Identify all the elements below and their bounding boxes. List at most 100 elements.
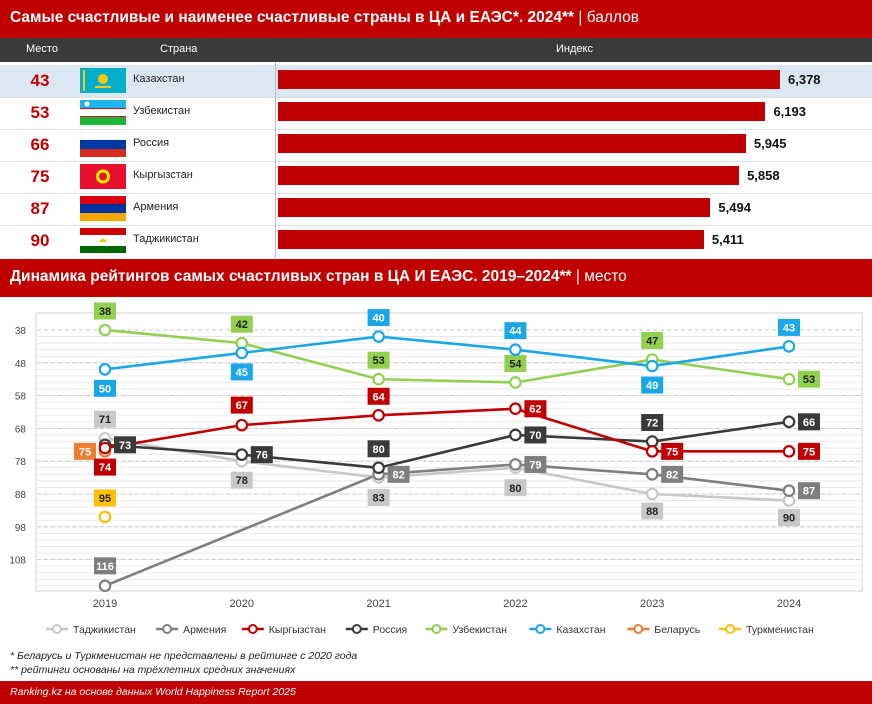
- index-bar: [278, 134, 746, 153]
- data-label: 90: [783, 513, 795, 525]
- row-rank: 87: [30, 199, 50, 218]
- data-point: [645, 445, 659, 458]
- data-point: [509, 428, 522, 442]
- footer-source: Ranking.kz на основе данных World Happin…: [10, 686, 296, 698]
- legend-entry: Россия: [373, 624, 407, 636]
- data-point: [645, 359, 659, 373]
- series-line: [104, 436, 790, 502]
- table-divider: [275, 62, 276, 258]
- data-label-box: [661, 465, 684, 483]
- data-label: 66: [803, 417, 815, 429]
- row-rank: 75: [30, 167, 50, 186]
- data-label: 88: [646, 506, 658, 518]
- data-label-box: [94, 489, 116, 507]
- legend-marker: [633, 624, 644, 634]
- data-point: [372, 461, 385, 475]
- data-label: 80: [372, 444, 384, 456]
- tj-flag-icon: [80, 228, 126, 253]
- x-tick-label: 2022: [503, 598, 527, 610]
- chart-title-main: Динамика рейтингов самых счастливых стра…: [10, 268, 572, 285]
- legend-marker: [535, 624, 546, 634]
- y-tick-label: 48: [15, 359, 27, 370]
- data-point: [235, 418, 249, 432]
- data-label-box: [74, 442, 96, 460]
- ru-flag-icon: [80, 132, 126, 157]
- data-point: [509, 458, 522, 471]
- data-label-box: [230, 396, 253, 414]
- table-row: 75 Кыргызстан 5,858: [0, 161, 872, 193]
- legend-entry: Туркменистан: [746, 624, 814, 636]
- data-label-box: [504, 354, 527, 372]
- data-label: 50: [99, 383, 111, 395]
- data-label: 72: [646, 418, 658, 430]
- data-label-box: [524, 400, 547, 418]
- index-value: 5,945: [753, 136, 787, 151]
- data-label: 53: [372, 355, 384, 367]
- row-country: Таджикистан: [133, 233, 199, 245]
- data-point: [782, 340, 796, 353]
- top-title-bar: Самые счастливые и наименее счастливые с…: [0, 0, 872, 38]
- y-tick-label: 88: [15, 490, 27, 501]
- data-label: 82: [392, 469, 404, 481]
- data-label: 75: [803, 446, 815, 458]
- row-separator: [0, 225, 872, 226]
- index-bar: [278, 230, 704, 249]
- data-label: 87: [803, 486, 815, 498]
- data-label-box: [661, 442, 684, 460]
- data-label-box: [94, 458, 116, 476]
- legend-entry: Кыргызстан: [269, 624, 326, 636]
- data-label-box: [641, 332, 664, 350]
- data-label-box: [94, 379, 116, 397]
- row-separator: [0, 161, 872, 162]
- series-line: [104, 420, 790, 470]
- data-label: 82: [666, 469, 678, 481]
- data-point: [372, 372, 385, 386]
- row-country: Кыргызстан: [133, 169, 193, 181]
- data-label: 80: [509, 483, 521, 495]
- data-label-box: [641, 502, 664, 520]
- index-value: 5,411: [711, 232, 744, 247]
- data-label-box: [798, 442, 820, 460]
- legend-marker: [431, 624, 442, 634]
- am-flag-icon: [80, 196, 126, 221]
- data-label-box: [367, 489, 390, 507]
- data-label: 62: [529, 404, 541, 416]
- legend-marker: [162, 624, 173, 634]
- data-label: 49: [646, 380, 658, 392]
- table-row: 43 Казахстан 6,378: [0, 65, 872, 97]
- row-separator: [0, 129, 872, 130]
- row-rank: 43: [30, 71, 50, 90]
- data-label-box: [230, 315, 253, 333]
- row-separator: [0, 193, 872, 194]
- data-label-box: [641, 414, 664, 432]
- table-row: 53 Узбекистан 6,193: [0, 97, 872, 129]
- row-country: Узбекистан: [133, 105, 191, 117]
- data-label-box: [230, 363, 253, 381]
- data-label: 45: [236, 367, 248, 379]
- data-point: [645, 468, 659, 481]
- index-value: 6,378: [788, 72, 821, 87]
- chart-title: Динамика рейтингов самых счастливых стра…: [10, 268, 627, 286]
- top-title: Самые счастливые и наименее счастливые с…: [10, 9, 639, 27]
- kg-flag-icon: [80, 164, 126, 189]
- data-label: 78: [236, 475, 248, 487]
- index-bar: [278, 198, 711, 217]
- index-value: 5,494: [718, 200, 751, 215]
- legend-entry: Узбекистан: [452, 624, 507, 636]
- data-label-box: [94, 302, 116, 320]
- data-point: [98, 323, 112, 337]
- footnote-1: * Беларусь и Туркменистан не представлен…: [10, 650, 358, 662]
- data-label-box: [250, 446, 273, 464]
- data-label-box: [367, 351, 390, 369]
- header-rank: Место: [26, 43, 58, 55]
- legend-marker: [247, 624, 258, 634]
- data-point: [98, 579, 112, 593]
- data-label: 43: [783, 322, 795, 334]
- y-tick-label: 108: [9, 556, 26, 567]
- data-label: 75: [666, 446, 678, 458]
- row-rank: 53: [30, 103, 50, 122]
- y-tick-label: 58: [15, 392, 27, 403]
- data-point: [98, 510, 112, 524]
- data-label-box: [230, 471, 253, 489]
- data-label: 83: [372, 493, 384, 505]
